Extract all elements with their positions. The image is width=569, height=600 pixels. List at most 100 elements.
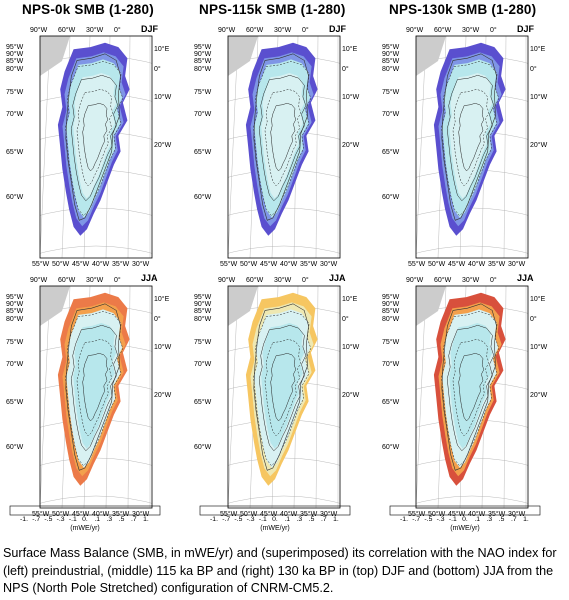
colorbar-tick-label: -.5 xyxy=(424,516,433,523)
lon-label-bottom: 55°W xyxy=(408,511,426,518)
lon-label-bottom: 35°W xyxy=(112,511,130,518)
colorbar-unit: (mWE/yr) xyxy=(260,525,290,532)
colorbar-tick-label: .3 xyxy=(106,516,113,523)
ellesmere-land xyxy=(416,36,446,76)
colorbar-tick-label: -1. xyxy=(210,516,218,523)
lat-label: 85°W xyxy=(194,58,212,65)
ellesmere-land xyxy=(40,36,70,76)
lat-label: 85°W xyxy=(6,308,24,315)
lon-label-top: 0° xyxy=(302,27,309,34)
lon-label-right: 0° xyxy=(342,66,349,73)
lon-label-right: 20°W xyxy=(342,142,360,149)
lon-label-top: 90°W xyxy=(30,27,48,34)
colorbar-unit: (mWE/yr) xyxy=(70,525,100,532)
lon-label-top: 90°W xyxy=(406,277,424,284)
lat-label: 90°W xyxy=(382,301,400,308)
lon-label-bottom: 50°W xyxy=(52,511,70,518)
season-label-bottom-left: JJA xyxy=(141,273,158,283)
lon-label-bottom: 35°W xyxy=(488,261,506,268)
lat-label: 80°W xyxy=(6,66,24,73)
lat-label: 80°W xyxy=(194,316,212,323)
lat-label: 60°W xyxy=(6,194,24,201)
lon-label-right: 10°W xyxy=(342,94,360,101)
lat-label: 85°W xyxy=(382,308,400,315)
lat-label: 95°W xyxy=(194,44,212,51)
lon-label-top: 60°W xyxy=(58,277,76,284)
lon-label-bottom: 35°W xyxy=(300,511,318,518)
lon-label-bottom: 40°W xyxy=(280,261,298,268)
colorbar-tick-label: 0. xyxy=(82,516,88,523)
lat-label: 90°W xyxy=(194,51,212,58)
colorbar-tick-label: .7 xyxy=(320,516,327,523)
lat-label: 85°W xyxy=(194,308,212,315)
colorbar-0 xyxy=(9,505,161,516)
panel-title-left: NPS-0k SMB (1-280) xyxy=(22,2,154,17)
colorbar-tick-label: 0. xyxy=(272,516,278,523)
map-panel-djf-0 xyxy=(39,35,153,259)
lon-label-top: 90°W xyxy=(30,277,48,284)
lon-label-top: 60°W xyxy=(246,27,264,34)
colorbar-2 xyxy=(389,505,541,516)
lon-label-bottom: 30°W xyxy=(320,511,338,518)
lat-label: 95°W xyxy=(382,44,400,51)
lon-label-bottom: 35°W xyxy=(488,511,506,518)
colorbar-1 xyxy=(199,505,351,516)
lon-label-bottom: 45°W xyxy=(448,511,466,518)
lon-label-top: 30°W xyxy=(274,27,292,34)
lon-label-bottom: 50°W xyxy=(52,261,70,268)
lon-label-bottom: 40°W xyxy=(92,261,110,268)
panel-title-middle: NPS-115k SMB (1-280) xyxy=(199,2,346,17)
lon-label-bottom: 55°W xyxy=(220,511,238,518)
lat-label: 85°W xyxy=(6,58,24,65)
lon-label-bottom: 40°W xyxy=(280,511,298,518)
lat-label: 60°W xyxy=(194,444,212,451)
colorbar-tick-label: .3 xyxy=(296,516,303,523)
lat-label: 95°W xyxy=(382,294,400,301)
lat-label: 90°W xyxy=(6,51,24,58)
lat-label: 90°W xyxy=(382,51,400,58)
map-panel-djf-1 xyxy=(227,35,341,259)
lon-label-right: 10°E xyxy=(154,46,170,53)
figure-caption: Surface Mass Balance (SMB, in mWE/yr) an… xyxy=(3,546,557,595)
lon-label-bottom: 45°W xyxy=(72,261,90,268)
season-label-bottom-middle: JJA xyxy=(329,273,346,283)
colorbar-tick-label: -.5 xyxy=(234,516,243,523)
lon-label-right: 0° xyxy=(530,316,537,323)
lat-label: 65°W xyxy=(6,399,24,406)
coastline xyxy=(65,53,121,221)
lon-label-right: 0° xyxy=(154,66,161,73)
lon-label-right: 20°W xyxy=(530,392,548,399)
lat-label: 65°W xyxy=(382,399,400,406)
colorbar-tick-label: 0. xyxy=(462,516,468,523)
lat-label: 60°W xyxy=(194,194,212,201)
lon-label-right: 20°W xyxy=(342,392,360,399)
lon-label-top: 30°W xyxy=(462,27,480,34)
lon-label-bottom: 35°W xyxy=(300,261,318,268)
colorbar-tick-label: -.7 xyxy=(32,516,41,523)
ellesmere-land xyxy=(416,286,446,326)
lon-label-right: 10°E xyxy=(342,46,358,53)
lon-label-top: 30°W xyxy=(86,27,104,34)
lat-label: 60°W xyxy=(382,444,400,451)
lat-label: 75°W xyxy=(194,89,212,96)
lon-label-bottom: 40°W xyxy=(468,261,486,268)
colorbar-tick-label: .1 xyxy=(94,516,101,523)
lat-label: 70°W xyxy=(6,111,24,118)
lon-label-right: 20°W xyxy=(530,142,548,149)
lon-label-right: 10°W xyxy=(342,344,360,351)
lat-label: 65°W xyxy=(6,149,24,156)
lon-label-bottom: 30°W xyxy=(132,511,150,518)
colorbar-tick-label: -.1 xyxy=(448,516,457,523)
map-frame xyxy=(39,285,153,509)
lat-label: 95°W xyxy=(6,44,24,51)
lon-label-bottom: 45°W xyxy=(260,511,278,518)
lon-label-bottom: 50°W xyxy=(240,511,258,518)
lon-label-top: 90°W xyxy=(406,27,424,34)
coastline xyxy=(253,303,309,471)
colorbar-tick-label: -1. xyxy=(400,516,408,523)
lon-label-top: 60°W xyxy=(434,27,452,34)
colorbar-tick-label: .7 xyxy=(510,516,517,523)
lon-label-top: 60°W xyxy=(58,27,76,34)
lat-label: 70°W xyxy=(382,111,400,118)
